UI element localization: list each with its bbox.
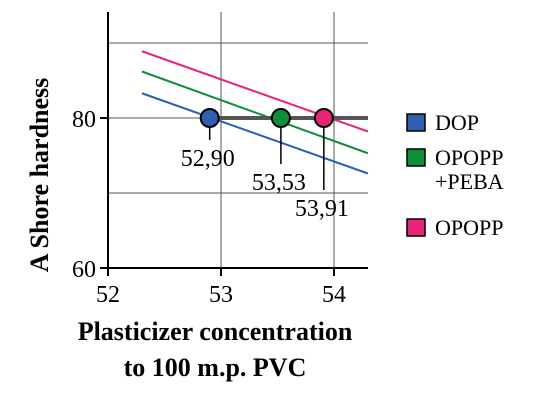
series-line	[141, 70, 369, 155]
series-line	[141, 92, 369, 175]
y-tick-label: 60	[72, 257, 96, 283]
point-value-label: 53,53	[252, 170, 306, 196]
data-point	[313, 108, 334, 128]
legend-label: OPOPP	[435, 145, 503, 170]
point-value-label: 53,91	[295, 196, 349, 222]
legend-swatch	[406, 148, 426, 167]
legend-label: OPOPP	[435, 215, 503, 240]
data-point	[270, 108, 291, 128]
legend-label: DOP	[435, 110, 479, 135]
x-axis-title: to 100 m.p. PVC	[124, 353, 307, 382]
legend-swatch	[406, 113, 426, 132]
data-point	[199, 108, 220, 128]
x-axis-title: Plasticizer concentration	[78, 317, 353, 346]
x-tick-label: 52	[96, 282, 120, 308]
y-axis-title: A Shore hardness	[25, 78, 54, 273]
legend-swatch	[406, 218, 426, 237]
legend-label: +PEBA	[435, 169, 504, 194]
x-tick-label: 54	[322, 282, 346, 308]
point-value-label: 52,90	[181, 146, 235, 172]
x-tick-label: 53	[209, 282, 233, 308]
y-tick-label: 80	[72, 107, 96, 133]
